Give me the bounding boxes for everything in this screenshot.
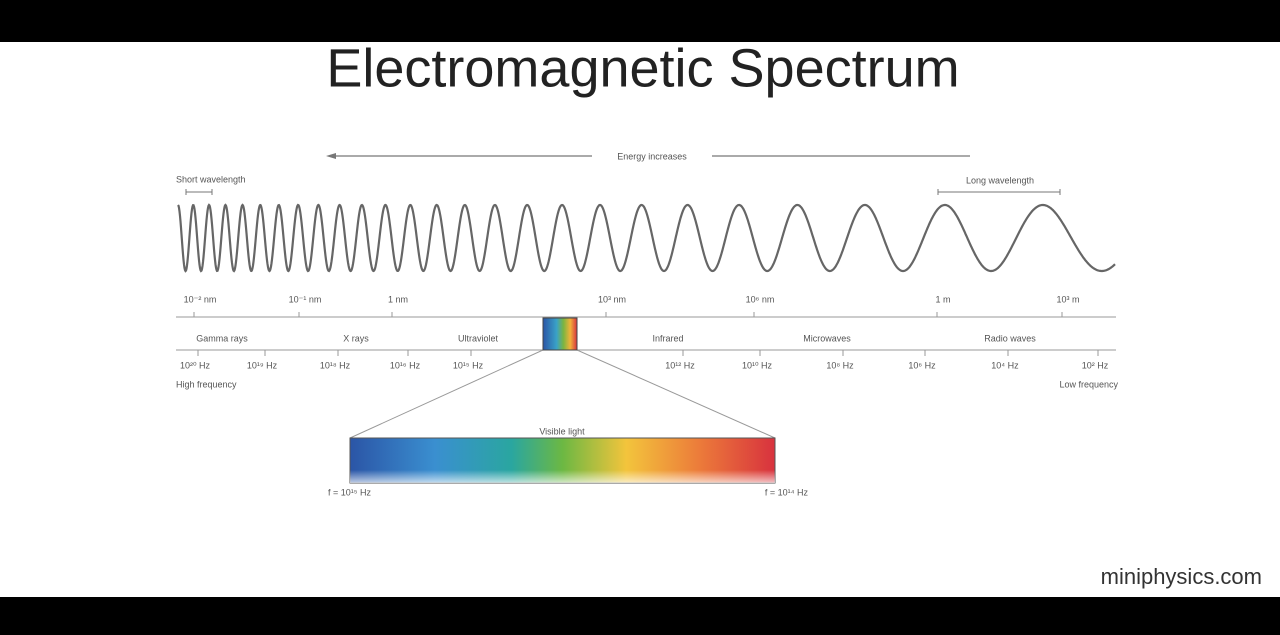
wavelength-label: 1 nm bbox=[388, 294, 408, 304]
energy-arrow-head bbox=[326, 153, 336, 159]
frequency-label: 10² Hz bbox=[1082, 360, 1109, 370]
region-label: Ultraviolet bbox=[458, 333, 499, 343]
wavelength-label: 10³ nm bbox=[598, 294, 626, 304]
visible-light-label: Visible light bbox=[539, 426, 585, 436]
watermark: miniphysics.com bbox=[1101, 564, 1262, 589]
wavelength-label: 10³ m bbox=[1056, 294, 1079, 304]
label-bg bbox=[592, 150, 712, 162]
frequency-label: 10⁴ Hz bbox=[991, 360, 1019, 370]
frequency-label: 10¹² Hz bbox=[665, 360, 695, 370]
frequency-label: 10⁸ Hz bbox=[826, 360, 854, 370]
short-wavelength: Short wavelength bbox=[176, 174, 246, 184]
frequency-label: 10¹⁵ Hz bbox=[453, 360, 484, 370]
short-bracket bbox=[185, 189, 213, 195]
region-label: Microwaves bbox=[803, 333, 851, 343]
region-label: Infrared bbox=[652, 333, 683, 343]
title: Electromagnetic Spectrum bbox=[326, 38, 959, 98]
frequency-label: 10²⁰ Hz bbox=[180, 360, 211, 370]
frequency-label: 10¹⁹ Hz bbox=[247, 360, 278, 370]
frequency-label: 10¹⁶ Hz bbox=[390, 360, 421, 370]
low-frequency: Low frequency bbox=[1059, 379, 1118, 389]
visible-max: f = 10¹⁴ Hz bbox=[765, 487, 809, 497]
spectrum-fade bbox=[350, 470, 775, 483]
frequency-label: 10⁶ Hz bbox=[908, 360, 936, 370]
labels: 10⁻² nm 10⁻¹ nm 1 nm 10³ nm 10⁶ nm 1 m 10³ m Ga… bbox=[180, 294, 1109, 370]
long-wavelength: Long wavelength bbox=[966, 175, 1034, 185]
wavelength-label: 10⁻¹ nm bbox=[289, 294, 322, 304]
visible-mini bbox=[542, 317, 578, 351]
long-bracket bbox=[937, 189, 1061, 195]
wavelength-label: 10⁶ nm bbox=[746, 294, 775, 304]
high-frequency: High frequency bbox=[176, 379, 237, 389]
wave bbox=[177, 203, 1116, 273]
energy-label: Energy increases bbox=[617, 151, 687, 161]
frequency-label: 10¹⁰ Hz bbox=[742, 360, 773, 370]
region-label: Gamma rays bbox=[196, 333, 248, 343]
frequency-label: 10¹⁸ Hz bbox=[320, 360, 351, 370]
wavelength-label: 1 m bbox=[935, 294, 950, 304]
wavelength-label: 10⁻² nm bbox=[184, 294, 217, 304]
visible-min: f = 10¹⁵ Hz bbox=[328, 487, 371, 497]
slide-background bbox=[0, 42, 1280, 597]
region-label: Radio waves bbox=[984, 333, 1036, 343]
region-label: X rays bbox=[343, 333, 369, 343]
